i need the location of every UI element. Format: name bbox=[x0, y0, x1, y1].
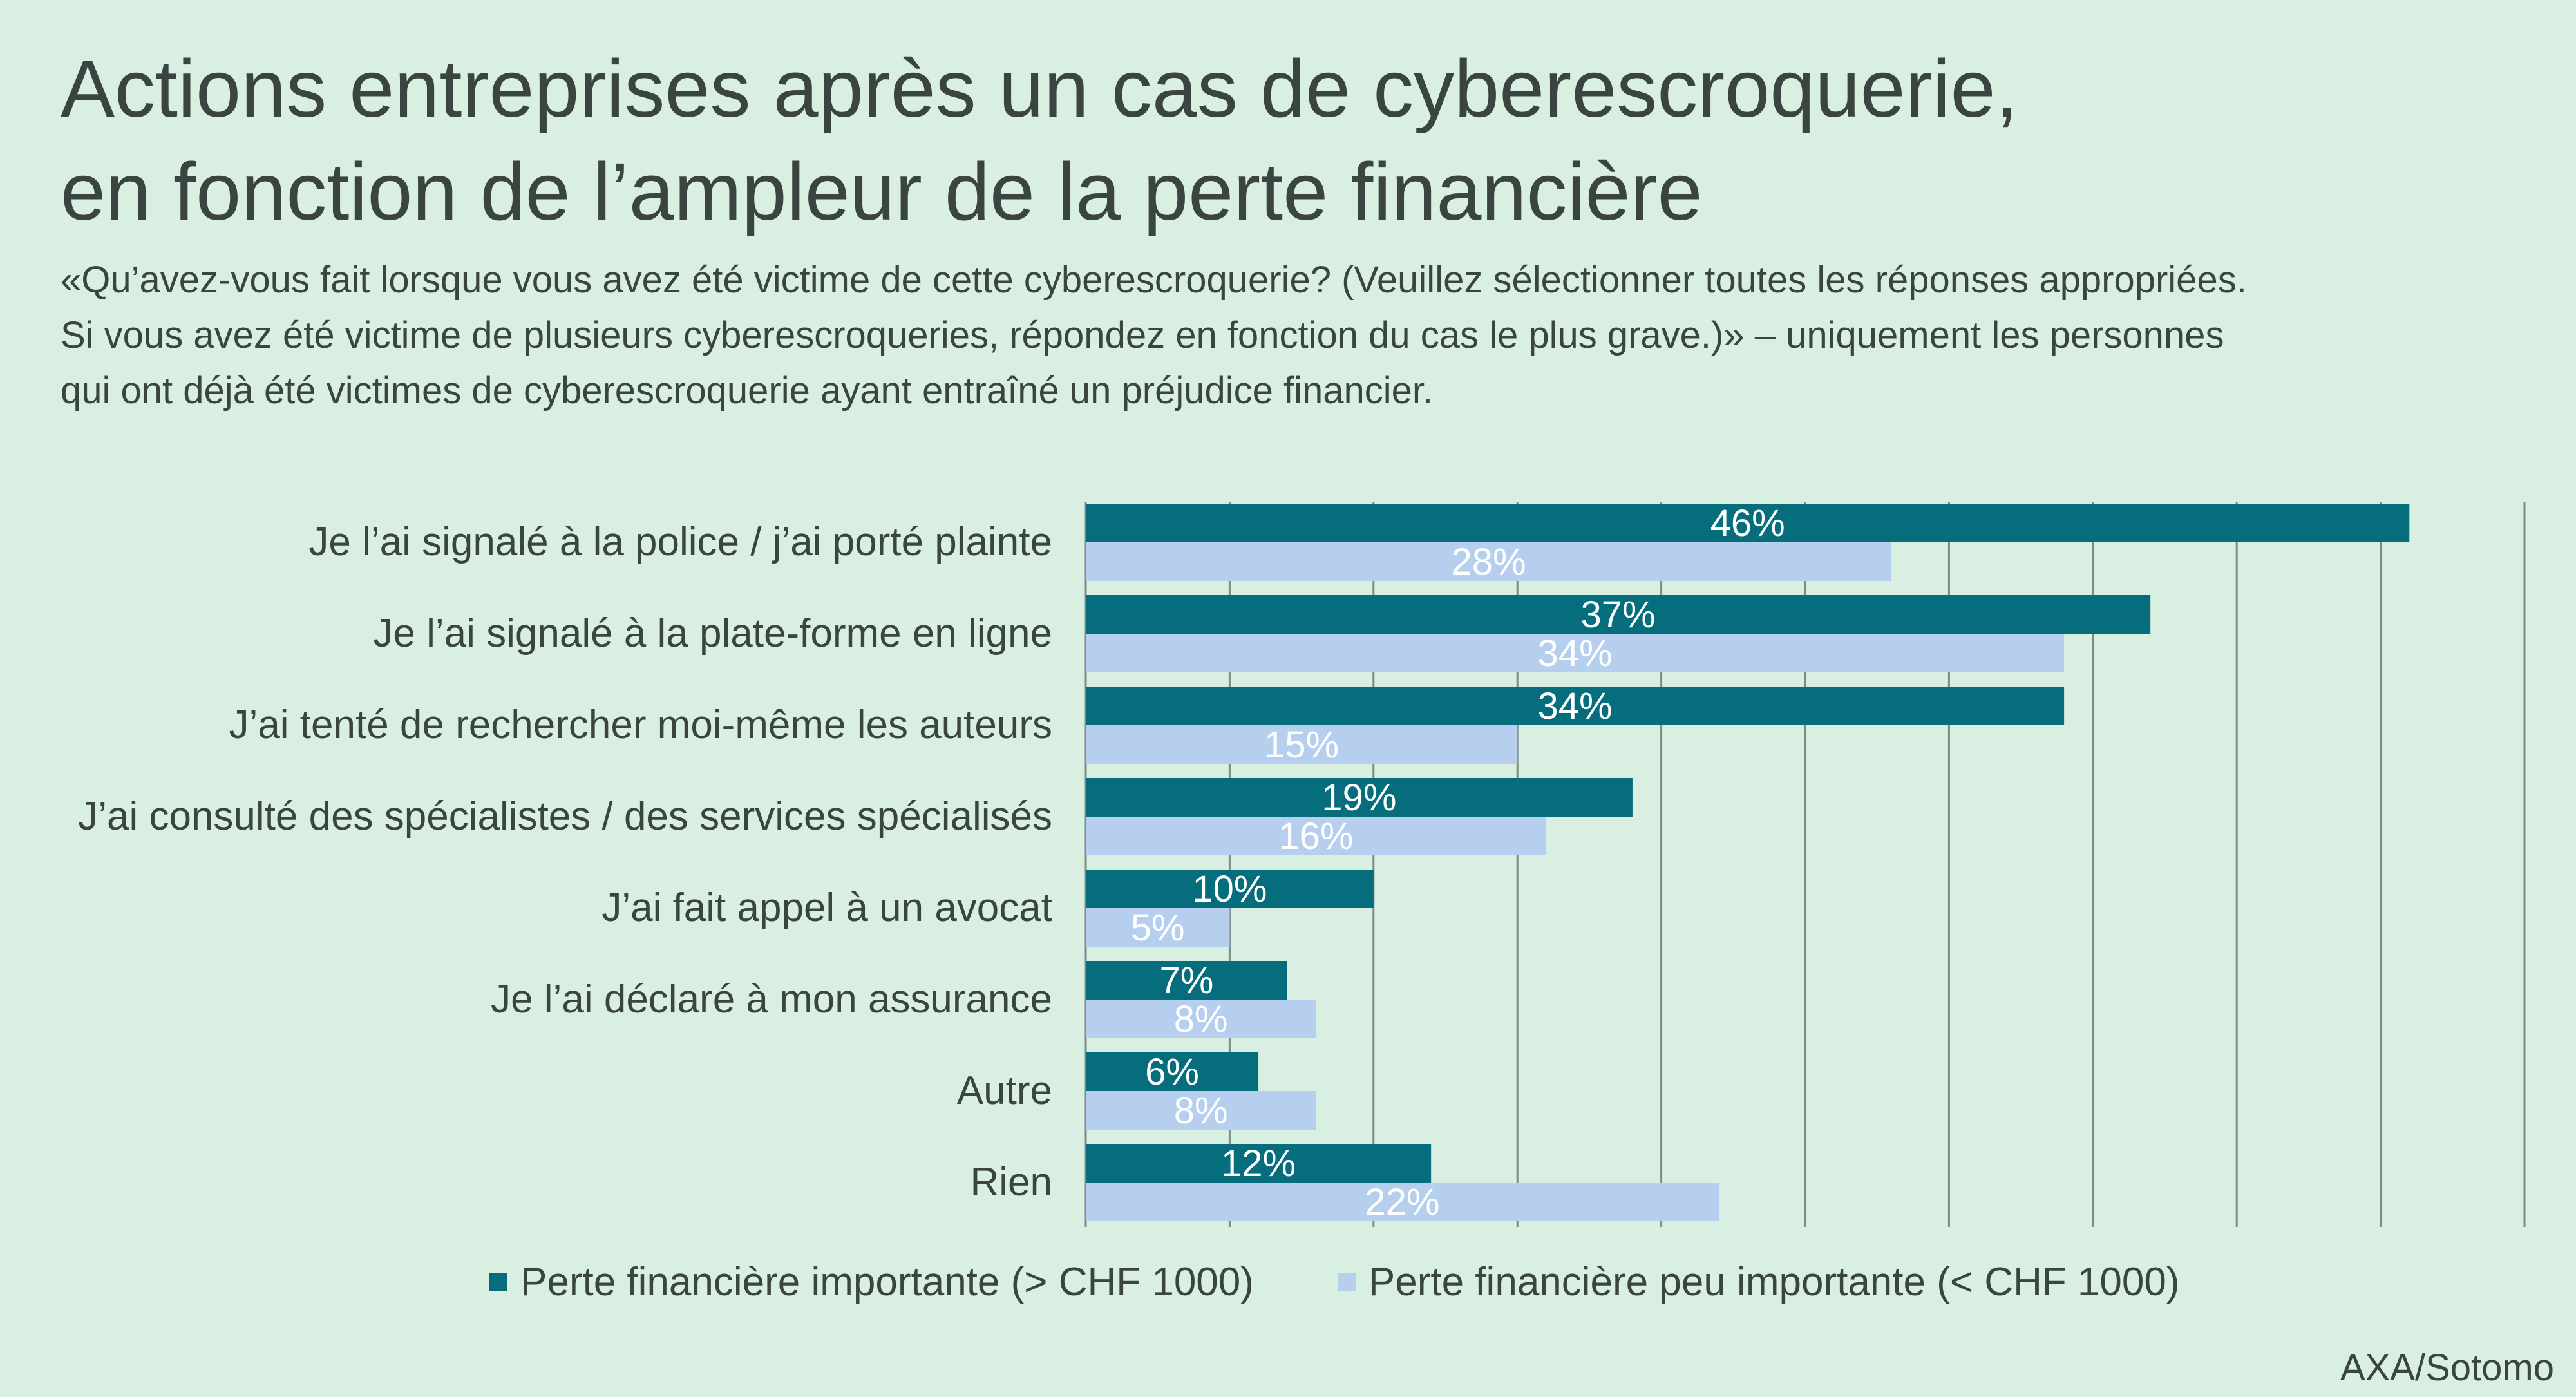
category-label: J’ai fait appel à un avocat bbox=[601, 886, 1052, 930]
category-label: Je l’ai signalé à la plate-forme en lign… bbox=[373, 611, 1052, 656]
data-label-minor: 22% bbox=[1365, 1181, 1439, 1223]
chart-subtitle-line-3: qui ont déjà été victimes de cyberescroq… bbox=[61, 370, 1434, 412]
legend-swatch-major bbox=[489, 1273, 507, 1291]
data-label-minor: 8% bbox=[1174, 1090, 1228, 1132]
bar-minor bbox=[1086, 1091, 1316, 1130]
legend-label-major: Perte financière importante (> CHF 1000) bbox=[520, 1260, 1254, 1304]
category-label: J’ai consulté des spécialistes / des ser… bbox=[78, 794, 1052, 839]
chart-title-line-1: Actions entreprises après un cas de cybe… bbox=[61, 43, 2018, 134]
chart-subtitle: «Qu’avez-vous fait lorsque vous avez été… bbox=[61, 252, 2508, 419]
bar-major bbox=[1086, 504, 2410, 542]
data-label-major: 37% bbox=[1581, 594, 1656, 636]
data-label-major: 34% bbox=[1538, 685, 1613, 727]
legend-item-major: Perte financière importante (> CHF 1000) bbox=[489, 1259, 1254, 1305]
data-label-major: 6% bbox=[1145, 1051, 1199, 1093]
bar-major bbox=[1086, 595, 2151, 634]
bar-minor bbox=[1086, 1183, 1719, 1221]
chart-subtitle-line-1: «Qu’avez-vous fait lorsque vous avez été… bbox=[61, 259, 2247, 301]
bar-major bbox=[1086, 870, 1374, 908]
data-label-minor: 15% bbox=[1264, 724, 1339, 766]
category-label: Je l’ai déclaré à mon assurance bbox=[491, 977, 1052, 1022]
chart-title-line-2: en fonction de l’ampleur de la perte fin… bbox=[61, 146, 1703, 237]
data-label-major: 10% bbox=[1192, 868, 1267, 910]
legend-swatch-minor bbox=[1337, 1273, 1356, 1291]
source-credit: AXA/Sotomo bbox=[2340, 1347, 2554, 1389]
bar-major bbox=[1086, 1052, 1259, 1091]
data-label-major: 46% bbox=[1710, 502, 1785, 544]
data-label-major: 7% bbox=[1159, 960, 1213, 1002]
bar-minor bbox=[1086, 725, 1518, 764]
bar-major bbox=[1086, 1144, 1432, 1183]
bar-major bbox=[1086, 961, 1287, 1000]
legend-label-minor: Perte financière peu importante (< CHF 1… bbox=[1368, 1260, 2180, 1304]
data-label-minor: 8% bbox=[1174, 998, 1228, 1040]
category-label: Je l’ai signalé à la police / j’ai porté… bbox=[308, 520, 1052, 564]
category-label: Autre bbox=[957, 1069, 1052, 1113]
bar-major bbox=[1086, 778, 1633, 817]
data-label-minor: 28% bbox=[1451, 541, 1526, 583]
chart-legend: Perte financière importante (> CHF 1000)… bbox=[489, 1259, 2264, 1305]
chart-title: Actions entreprises après un cas de cybe… bbox=[61, 37, 2443, 243]
category-label: J’ai tenté de rechercher moi-même les au… bbox=[229, 703, 1052, 747]
data-label-major: 12% bbox=[1221, 1143, 1296, 1184]
category-label: Rien bbox=[970, 1160, 1052, 1204]
bar-minor bbox=[1086, 908, 1230, 947]
chart-subtitle-line-2: Si vous avez été victime de plusieurs cy… bbox=[61, 314, 2224, 356]
bar-minor bbox=[1086, 542, 1892, 581]
data-label-minor: 16% bbox=[1278, 815, 1353, 857]
bar-minor bbox=[1086, 1000, 1316, 1038]
data-label-minor: 5% bbox=[1131, 907, 1185, 949]
bar-major bbox=[1086, 687, 2065, 725]
data-label-minor: 34% bbox=[1538, 632, 1613, 674]
data-label-major: 19% bbox=[1321, 777, 1396, 819]
bar-minor bbox=[1086, 817, 1546, 855]
legend-item-minor: Perte financière peu importante (< CHF 1… bbox=[1337, 1259, 2180, 1305]
bar-minor bbox=[1086, 634, 2065, 672]
